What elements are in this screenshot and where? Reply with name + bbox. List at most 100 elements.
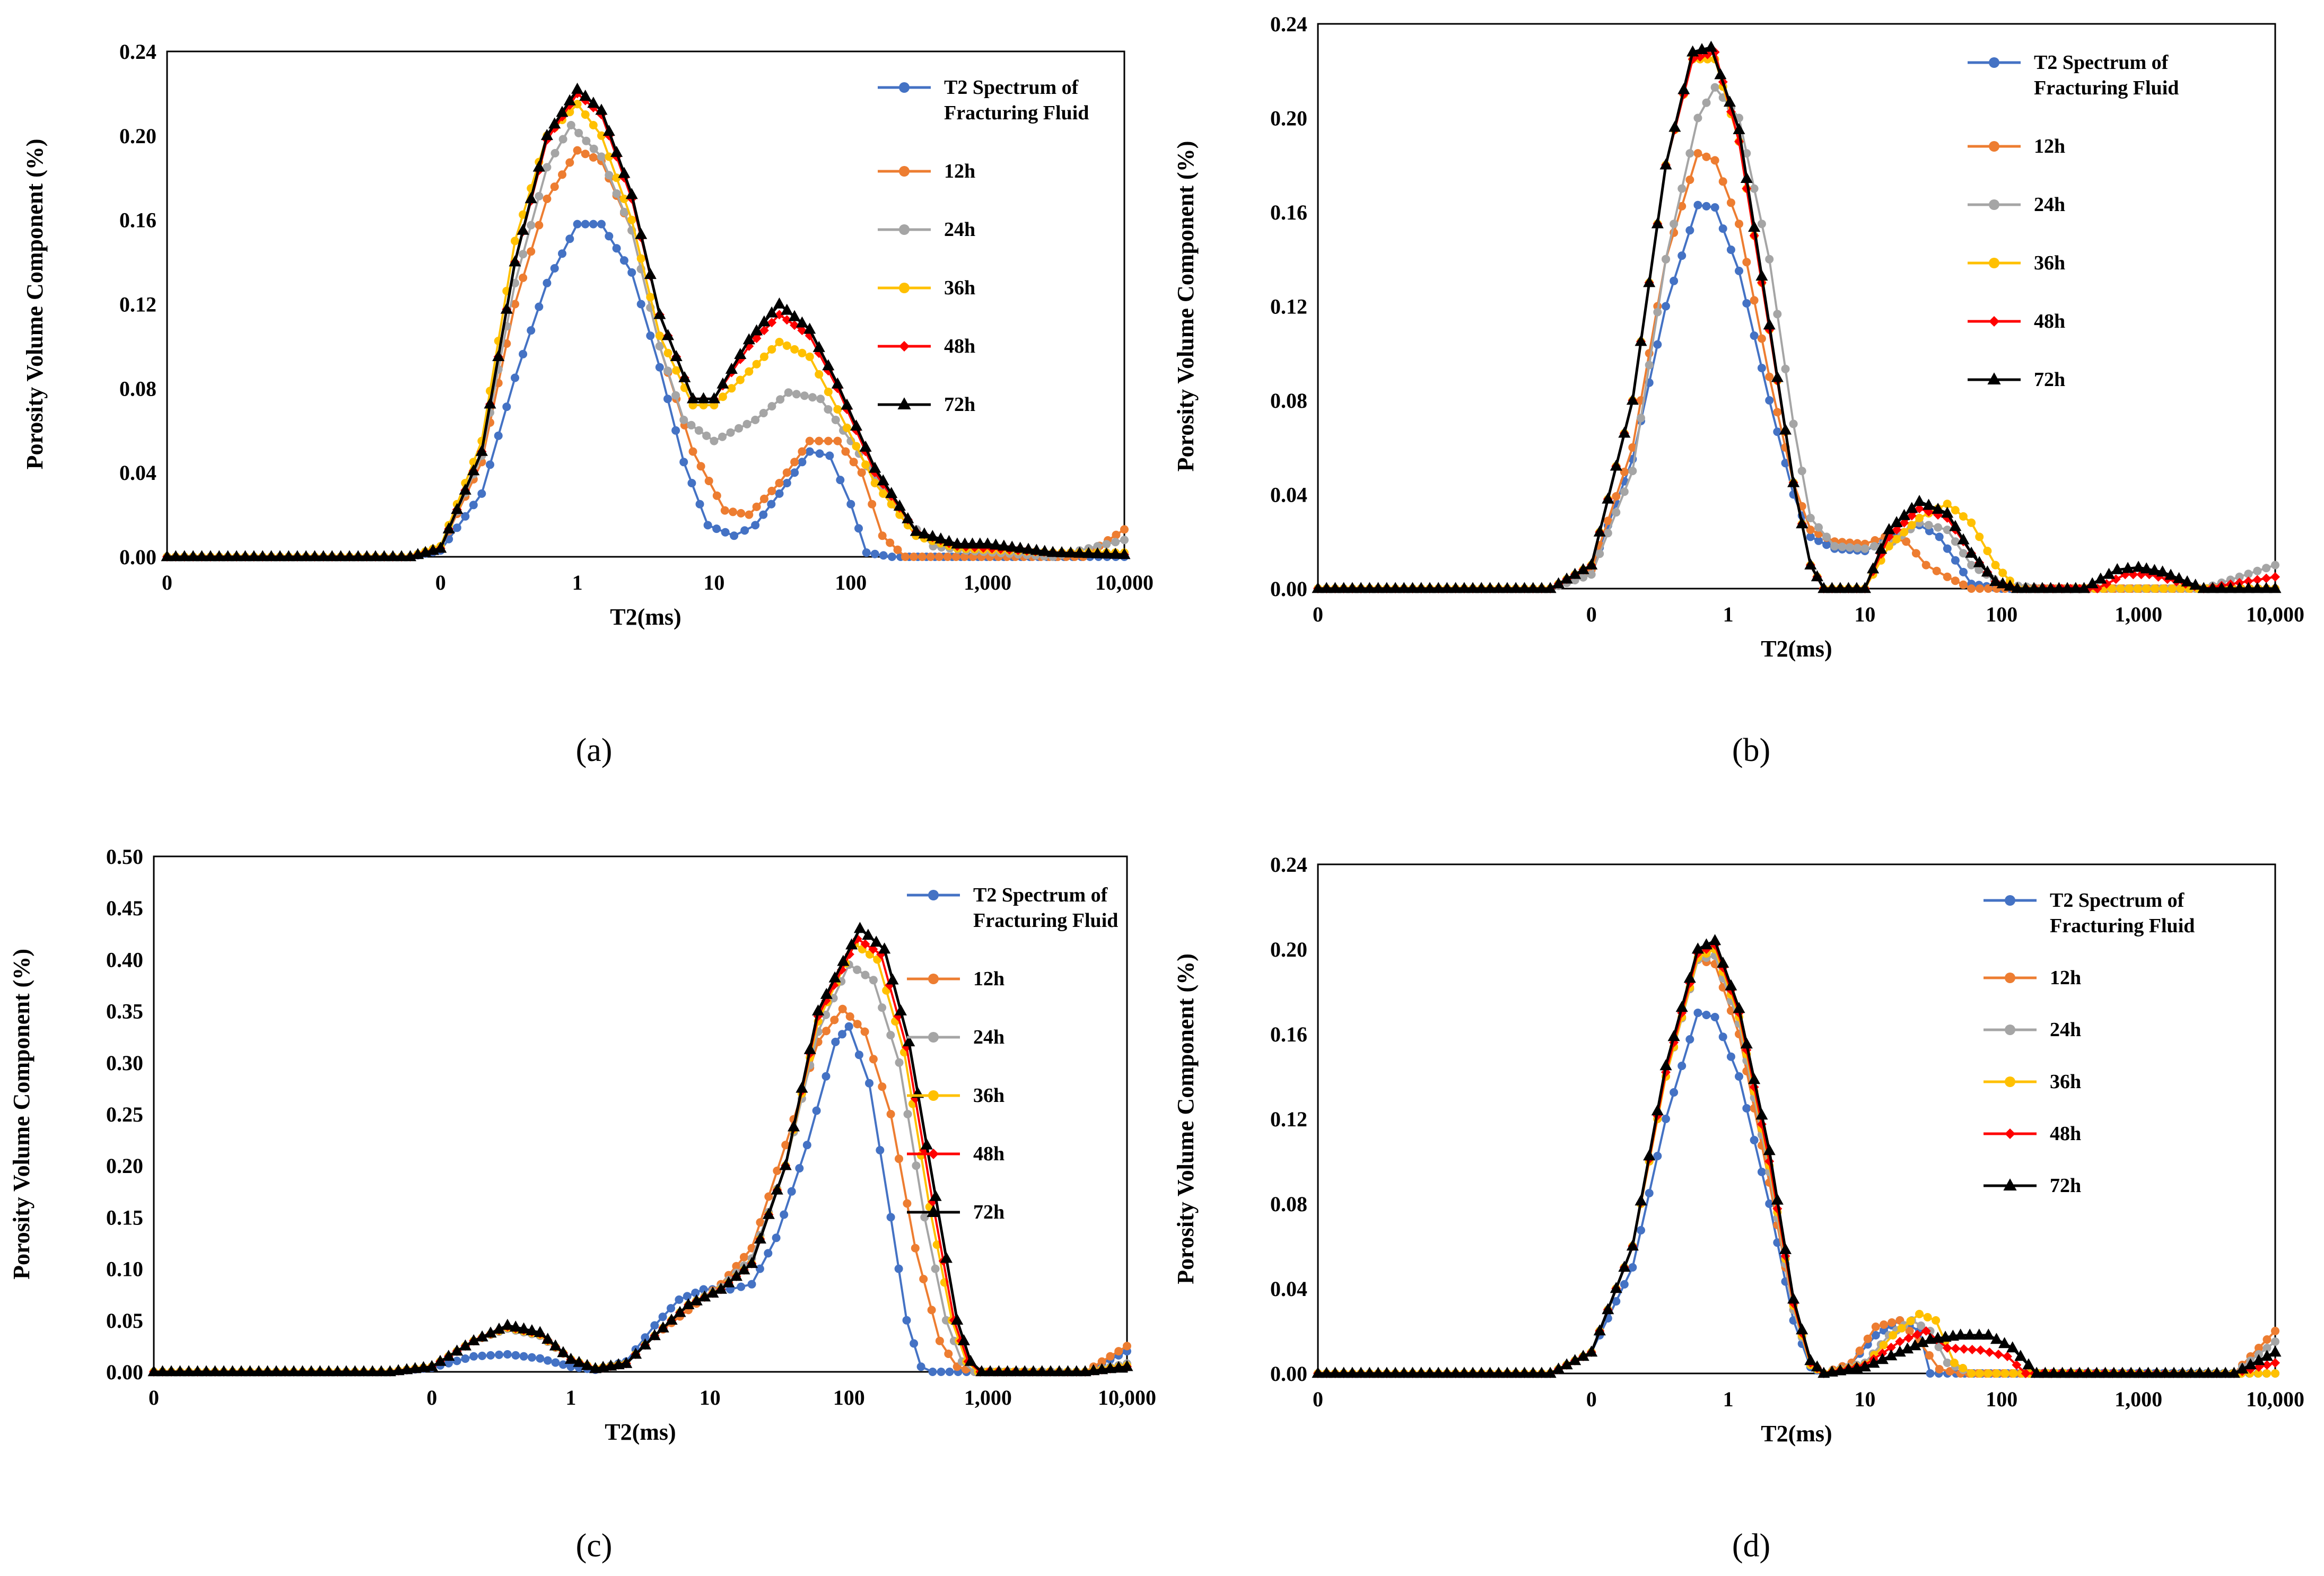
data-point bbox=[1750, 184, 1759, 193]
data-point bbox=[226, 1365, 239, 1377]
y-tick-label: 0.16 bbox=[1270, 1022, 1307, 1046]
data-point bbox=[378, 550, 390, 562]
data-point bbox=[1111, 538, 1120, 547]
data-point bbox=[1992, 1369, 2001, 1378]
data-point bbox=[1603, 516, 1612, 526]
y-tick-label: 0.16 bbox=[1270, 200, 1307, 224]
data-point bbox=[1091, 547, 1104, 558]
data-point bbox=[2262, 1360, 2272, 1370]
data-point bbox=[1651, 1104, 1664, 1116]
y-tick-label: 0.00 bbox=[119, 545, 156, 569]
data-point bbox=[2056, 1367, 2069, 1378]
data-point bbox=[2224, 582, 2237, 593]
panel-label: (b) bbox=[1732, 732, 1770, 768]
data-point bbox=[1742, 149, 1751, 158]
data-point bbox=[767, 402, 776, 411]
data-point bbox=[926, 553, 935, 561]
data-point bbox=[1710, 83, 1719, 92]
data-point bbox=[1397, 1367, 1410, 1378]
data-point bbox=[981, 537, 994, 549]
data-point bbox=[1618, 1260, 1631, 1272]
data-point bbox=[683, 1292, 692, 1301]
data-point bbox=[1895, 1337, 1905, 1346]
data-point bbox=[1907, 521, 1916, 530]
y-tick-label: 0.08 bbox=[1270, 389, 1307, 413]
legend-label: 48h bbox=[944, 335, 975, 357]
data-point bbox=[901, 553, 910, 561]
data-point bbox=[1595, 549, 1604, 558]
data-point bbox=[1635, 1194, 1647, 1206]
data-point bbox=[696, 462, 705, 471]
data-point bbox=[1527, 1367, 1540, 1378]
data-point bbox=[627, 268, 636, 277]
data-point bbox=[842, 423, 851, 432]
data-point bbox=[1466, 1367, 1479, 1378]
data-point bbox=[1678, 1062, 1687, 1070]
data-point bbox=[745, 367, 754, 376]
data-point bbox=[1423, 582, 1436, 593]
data-point bbox=[519, 273, 528, 282]
data-point bbox=[755, 1264, 764, 1273]
data-point bbox=[894, 1004, 907, 1015]
data-point bbox=[1560, 1358, 1573, 1370]
data-point bbox=[1748, 221, 1761, 232]
data-point bbox=[556, 106, 569, 117]
data-point bbox=[887, 500, 896, 509]
data-point bbox=[699, 1285, 708, 1294]
data-point bbox=[752, 334, 762, 344]
data-point bbox=[1757, 364, 1766, 372]
data-point bbox=[612, 244, 621, 253]
data-point bbox=[1509, 582, 1522, 593]
data-point bbox=[1735, 1072, 1743, 1081]
data-point bbox=[1492, 582, 1505, 593]
data-point bbox=[782, 468, 791, 477]
data-point bbox=[619, 207, 628, 216]
data-point bbox=[886, 538, 895, 547]
data-point bbox=[195, 550, 208, 562]
data-point bbox=[870, 549, 879, 558]
data-point bbox=[836, 476, 845, 485]
data-point bbox=[1123, 1342, 1131, 1351]
data-point bbox=[519, 250, 528, 259]
data-point bbox=[2176, 1367, 2189, 1378]
data-point bbox=[639, 1338, 651, 1350]
data-point bbox=[764, 1249, 773, 1258]
data-point bbox=[1845, 543, 1854, 552]
y-tick-label: 0.24 bbox=[1270, 12, 1307, 36]
data-point bbox=[200, 1365, 213, 1377]
data-point bbox=[1710, 203, 1719, 212]
data-point bbox=[602, 125, 615, 136]
data-point bbox=[830, 1015, 839, 1025]
data-point bbox=[805, 447, 814, 456]
data-point bbox=[910, 524, 922, 536]
data-point bbox=[1867, 562, 1880, 574]
legend-marker bbox=[897, 397, 911, 409]
data-point bbox=[754, 1232, 766, 1244]
data-point bbox=[740, 526, 749, 535]
data-point bbox=[1888, 1318, 1897, 1327]
data-point bbox=[566, 121, 575, 129]
data-point bbox=[1653, 308, 1662, 317]
data-point bbox=[1771, 371, 1784, 382]
data-point bbox=[831, 415, 840, 424]
x-axis-title: T2(ms) bbox=[1761, 636, 1832, 662]
data-point bbox=[1501, 1367, 1514, 1378]
data-point bbox=[1932, 566, 1941, 575]
data-point bbox=[1449, 1367, 1462, 1378]
data-point bbox=[326, 550, 338, 562]
data-point bbox=[1038, 545, 1051, 556]
data-point bbox=[2271, 1327, 2279, 1335]
legend-label: Fracturing Fluid bbox=[973, 909, 1118, 932]
data-point bbox=[2116, 584, 2125, 593]
data-point bbox=[165, 1365, 178, 1377]
series-line bbox=[1318, 939, 2276, 1375]
data-point bbox=[1651, 217, 1664, 229]
data-point bbox=[1662, 1115, 1670, 1123]
data-point bbox=[1889, 1331, 1898, 1339]
x-tick-label: 0 bbox=[162, 571, 172, 594]
data-point bbox=[704, 477, 713, 485]
data-point bbox=[878, 1003, 887, 1012]
y-axis-title: Porosity Volume Component (%) bbox=[1173, 953, 1199, 1284]
data-point bbox=[2116, 1367, 2129, 1378]
data-point bbox=[1415, 582, 1428, 593]
